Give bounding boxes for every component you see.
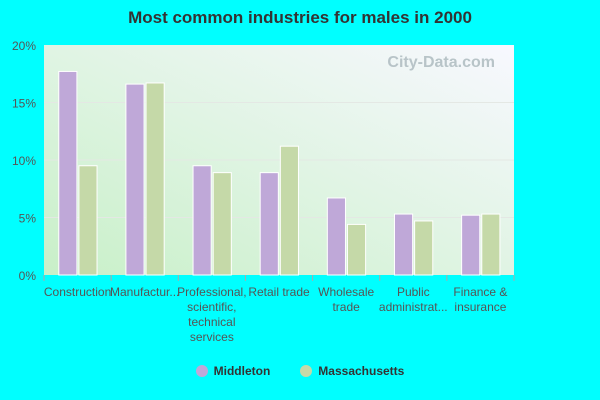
bar-massachusetts <box>346 223 367 276</box>
x-tick-label: trade <box>332 300 360 314</box>
y-tick-label: 10% <box>12 154 36 168</box>
watermark-logo: City-Data.com <box>387 54 495 71</box>
x-tick-label: insurance <box>454 300 506 314</box>
bar-middleton <box>326 197 346 276</box>
legend-item: Massachusetts <box>300 364 404 378</box>
bar-massachusetts <box>78 165 98 276</box>
legend-swatch <box>195 365 208 377</box>
legend-label: Middleton <box>213 364 271 378</box>
x-tick-label: Construction <box>44 285 111 299</box>
bar-middleton <box>58 70 78 276</box>
x-tick-label: technical <box>188 315 235 329</box>
x-tick-label: administrat... <box>379 300 448 314</box>
y-tick-label: 20% <box>12 39 36 53</box>
legend-label: Massachusetts <box>318 364 405 378</box>
y-tick-label: 15% <box>12 97 36 111</box>
y-tick-label: 0% <box>19 269 37 283</box>
x-tick-label: services <box>190 330 234 344</box>
bar-middleton <box>393 213 414 276</box>
bar-middleton <box>461 214 481 276</box>
legend-item: Middleton <box>195 364 271 378</box>
x-tick-label: scientific, <box>187 300 236 314</box>
legend-swatch <box>300 365 313 377</box>
bar-middleton <box>125 83 145 276</box>
x-tick-label: Public <box>397 285 430 299</box>
legend: Middleton Massachusetts <box>0 364 600 378</box>
bar-massachusetts <box>212 172 232 276</box>
bar-massachusetts <box>145 82 165 276</box>
bar-massachusetts <box>481 213 501 276</box>
x-tick-label: Wholesale <box>318 285 374 299</box>
x-tick-label: Professional, <box>177 285 246 299</box>
x-tick-label: Manufactur... <box>110 285 179 299</box>
x-tick-label: Retail trade <box>248 285 310 299</box>
bar-middleton <box>192 165 212 276</box>
chart-title: Most common industries for males in 2000 <box>128 8 472 27</box>
x-tick-label: Finance & <box>453 285 507 299</box>
bar-middleton <box>259 172 279 276</box>
bar-massachusetts <box>279 145 299 276</box>
bar-massachusetts <box>414 220 434 276</box>
y-tick-label: 5% <box>19 212 37 226</box>
